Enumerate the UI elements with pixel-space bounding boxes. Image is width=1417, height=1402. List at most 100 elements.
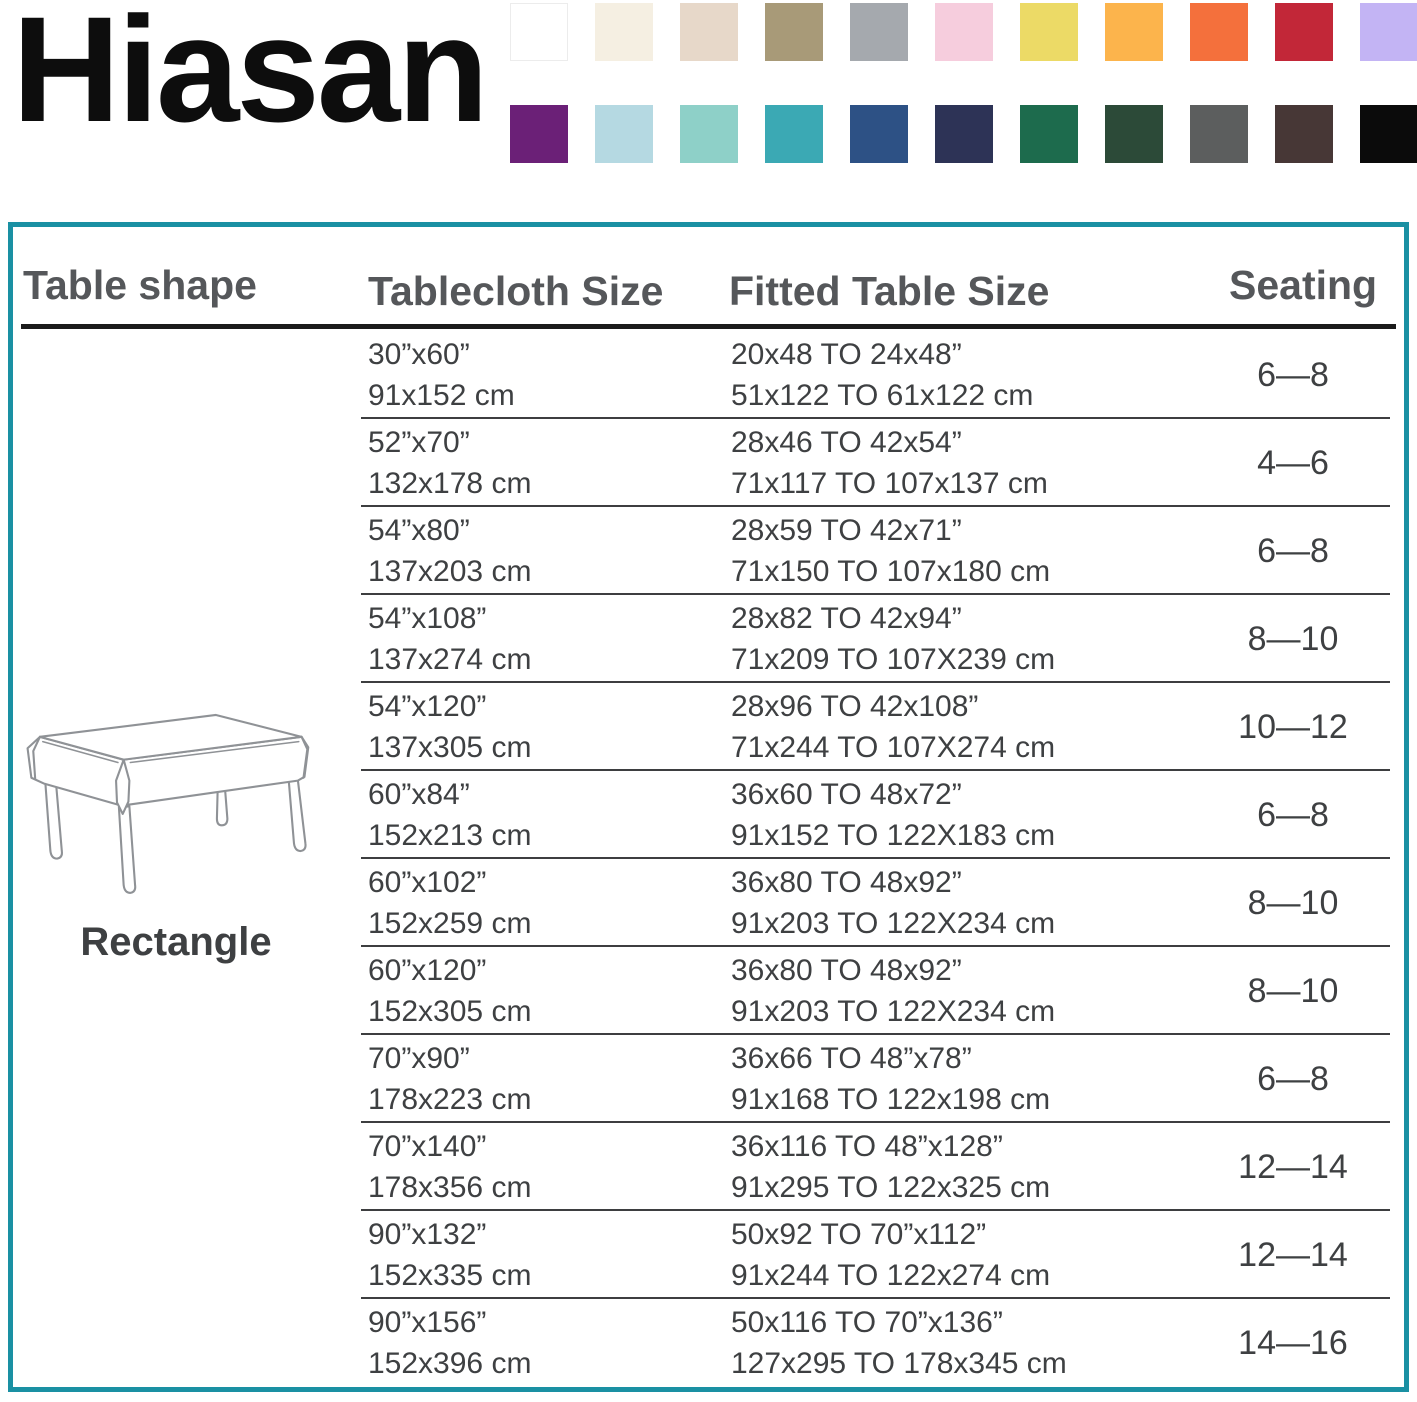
table-shape-cell: Rectangle: [17, 693, 335, 962]
fitted-table-size-cm: 91x244 TO 122x274 cm: [731, 1259, 1051, 1292]
swatch-green: [1020, 105, 1078, 163]
swatch-yellow: [1020, 3, 1078, 61]
fitted-table-size-cm: 71x117 TO 107x137 cm: [731, 467, 1048, 500]
color-swatch-grid: [510, 3, 1417, 163]
tablecloth-size-cell: 60”x102” 152x259 cm: [368, 859, 531, 947]
swatch-purple: [510, 105, 568, 163]
seating-value: 6—8: [1257, 531, 1329, 570]
size-chart-row: 54”x108” 137x274 cm 28x82 TO 42x94” 71x2…: [13, 595, 1404, 683]
fitted-table-size-cm: 91x203 TO 122X234 cm: [731, 995, 1056, 1028]
tablecloth-size-inches: 90”x156”: [368, 1306, 487, 1339]
header-divider: [21, 324, 1396, 329]
tablecloth-size-inches: 60”x120”: [368, 954, 487, 987]
seating-cell: 6—8: [1198, 507, 1388, 595]
tablecloth-size-cm: 152x335 cm: [368, 1259, 532, 1292]
tablecloth-size-cell: 54”x80” 137x203 cm: [368, 507, 531, 595]
tablecloth-size-cm: 91x152 cm: [368, 379, 515, 412]
seating-value: 8—10: [1247, 619, 1339, 658]
fitted-table-size-cm: 71x209 TO 107X239 cm: [731, 643, 1056, 676]
tablecloth-size-cell: 30”x60” 91x152 cm: [368, 331, 515, 419]
tablecloth-size-inches: 70”x90”: [368, 1042, 470, 1075]
swatch-brown: [1275, 105, 1333, 163]
tablecloth-size-cm: 178x223 cm: [368, 1083, 532, 1116]
size-chart-row: 90”x132” 152x335 cm 50x92 TO 70”x112” 91…: [13, 1211, 1404, 1299]
seating-value: 4—6: [1257, 443, 1329, 482]
tablecloth-size-cm: 152x213 cm: [368, 819, 532, 852]
fitted-table-size-cm: 91x152 TO 122X183 cm: [731, 819, 1056, 852]
swatch-dark-green: [1105, 105, 1163, 163]
fitted-table-size-inches: 28x96 TO 42x108”: [731, 690, 979, 723]
swatch-teal: [765, 105, 823, 163]
swatch-ivory: [595, 3, 653, 61]
tablecloth-size-cm: 137x305 cm: [368, 731, 532, 764]
size-chart-row: 70”x90” 178x223 cm 36x66 TO 48”x78” 91x1…: [13, 1035, 1404, 1123]
seating-value: 14—16: [1238, 1323, 1348, 1362]
fitted-table-size-cm: 71x150 TO 107x180 cm: [731, 555, 1051, 588]
swatch-grey: [850, 3, 908, 61]
seating-value: 6—8: [1257, 355, 1329, 394]
fitted-table-size-cell: 28x46 TO 42x54” 71x117 TO 107x137 cm: [731, 419, 1048, 507]
tablecloth-size-cm: 152x305 cm: [368, 995, 532, 1028]
tablecloth-size-inches: 30”x60”: [368, 338, 470, 371]
fitted-table-size-inches: 36x80 TO 48x92”: [731, 866, 962, 899]
swatch-light-blue: [595, 105, 653, 163]
swatch-orange: [1190, 3, 1248, 61]
tablecloth-size-cell: 54”x120” 137x305 cm: [368, 683, 531, 771]
fitted-table-size-cell: 50x92 TO 70”x112” 91x244 TO 122x274 cm: [731, 1211, 1050, 1299]
tablecloth-size-inches: 60”x84”: [368, 778, 470, 811]
fitted-table-size-cell: 36x80 TO 48x92” 91x203 TO 122X234 cm: [731, 947, 1055, 1035]
tablecloth-size-cell: 90”x132” 152x335 cm: [368, 1211, 531, 1299]
swatch-lavender: [1360, 3, 1417, 61]
size-chart-row: 52”x70” 132x178 cm 28x46 TO 42x54” 71x11…: [13, 419, 1404, 507]
size-chart-row: 54”x80” 137x203 cm 28x59 TO 42x71” 71x15…: [13, 507, 1404, 595]
fitted-table-size-cell: 50x116 TO 70”x136” 127x295 TO 178x345 cm: [731, 1299, 1067, 1387]
fitted-table-size-cell: 36x60 TO 48x72” 91x152 TO 122X183 cm: [731, 771, 1055, 859]
tablecloth-size-cell: 70”x90” 178x223 cm: [368, 1035, 531, 1123]
seating-cell: 12—14: [1198, 1123, 1388, 1211]
fitted-table-size-inches: 36x66 TO 48”x78”: [731, 1042, 972, 1075]
fitted-table-size-cell: 36x116 TO 48”x128” 91x295 TO 122x325 cm: [731, 1123, 1050, 1211]
fitted-table-size-cell: 28x59 TO 42x71” 71x150 TO 107x180 cm: [731, 507, 1050, 595]
column-header-tablecloth-size: Tablecloth Size: [368, 268, 664, 314]
tablecloth-size-inches: 70”x140”: [368, 1130, 487, 1163]
fitted-table-size-cm: 51x122 TO 61x122 cm: [731, 379, 1034, 412]
tablecloth-size-inches: 60”x102”: [368, 866, 487, 899]
size-chart-row: 70”x140” 178x356 cm 36x116 TO 48”x128” 9…: [13, 1123, 1404, 1211]
seating-cell: 6—8: [1198, 331, 1388, 419]
fitted-table-size-cell: 36x80 TO 48x92” 91x203 TO 122X234 cm: [731, 859, 1055, 947]
tablecloth-size-cell: 60”x120” 152x305 cm: [368, 947, 531, 1035]
seating-value: 8—10: [1247, 883, 1339, 922]
tablecloth-size-cm: 152x396 cm: [368, 1347, 532, 1380]
seating-value: 6—8: [1257, 795, 1329, 834]
fitted-table-size-cell: 36x66 TO 48”x78” 91x168 TO 122x198 cm: [731, 1035, 1050, 1123]
tablecloth-size-inches: 90”x132”: [368, 1218, 487, 1251]
shape-label: Rectangle: [80, 920, 272, 964]
fitted-table-size-cell: 28x96 TO 42x108” 71x244 TO 107X274 cm: [731, 683, 1055, 771]
size-chart-row: 54”x120” 137x305 cm 28x96 TO 42x108” 71x…: [13, 683, 1404, 771]
seating-cell: 10—12: [1198, 683, 1388, 771]
swatch-navy: [935, 105, 993, 163]
seating-value: 6—8: [1257, 1059, 1329, 1098]
tablecloth-size-cell: 54”x108” 137x274 cm: [368, 595, 531, 683]
size-chart-row: 60”x120” 152x305 cm 36x80 TO 48x92” 91x2…: [13, 947, 1404, 1035]
fitted-table-size-inches: 20x48 TO 24x48”: [731, 338, 962, 371]
brand-logo: Hiasan: [12, 0, 489, 153]
tablecloth-size-inches: 52”x70”: [368, 426, 470, 459]
size-rows: 30”x60” 91x152 cm 20x48 TO 24x48” 51x122…: [13, 331, 1404, 1387]
seating-value: 10—12: [1238, 707, 1348, 746]
swatch-red: [1275, 3, 1333, 61]
fitted-table-size-cm: 127x295 TO 178x345 cm: [731, 1347, 1067, 1380]
swatch-white: [510, 3, 568, 61]
fitted-table-size-cm: 71x244 TO 107X274 cm: [731, 731, 1056, 764]
fitted-table-size-inches: 28x46 TO 42x54”: [731, 426, 962, 459]
swatch-aqua: [680, 105, 738, 163]
seating-cell: 8—10: [1198, 859, 1388, 947]
size-chart-row: 90”x156” 152x396 cm 50x116 TO 70”x136” 1…: [13, 1299, 1404, 1387]
size-chart: Table shape Tablecloth Size Fitted Table…: [8, 222, 1409, 1392]
rectangle-table-icon: [26, 713, 310, 894]
tablecloth-size-cm: 132x178 cm: [368, 467, 532, 500]
swatch-black: [1360, 105, 1417, 163]
tablecloth-size-cell: 90”x156” 152x396 cm: [368, 1299, 531, 1387]
tablecloth-size-cm: 152x259 cm: [368, 907, 532, 940]
seating-cell: 6—8: [1198, 771, 1388, 859]
